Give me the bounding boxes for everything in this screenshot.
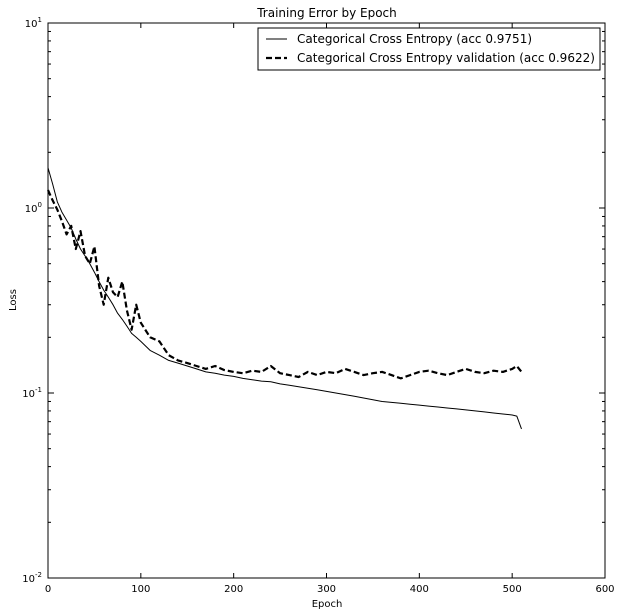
x-axis-label: Epoch bbox=[312, 599, 343, 610]
y-tick-label: 100 bbox=[25, 201, 42, 215]
y-tick-label: 10-1 bbox=[22, 386, 42, 400]
validation-loss-line bbox=[46, 189, 523, 380]
x-tick-label: 300 bbox=[317, 584, 336, 595]
plot-lines bbox=[46, 167, 523, 430]
x-tick-label: 500 bbox=[503, 584, 522, 595]
legend: Categorical Cross Entropy (acc 0.9751) C… bbox=[257, 27, 601, 71]
training-loss-line bbox=[47, 167, 522, 430]
y-tick-label: 101 bbox=[25, 16, 42, 30]
x-tick-label: 200 bbox=[224, 584, 243, 595]
x-tick-label: 0 bbox=[45, 584, 51, 595]
y-axis-label: Loss bbox=[8, 289, 19, 311]
x-axis: 0 100 200 300 400 500 600 bbox=[45, 23, 615, 595]
x-tick-label: 600 bbox=[595, 584, 614, 595]
y-tick-label: 10-2 bbox=[22, 571, 42, 585]
chart-title: Training Error by Epoch bbox=[256, 6, 397, 20]
plot-frame bbox=[47, 22, 606, 579]
y-axis: 10-2 10-1 100 101 bbox=[22, 16, 605, 585]
legend-label-solid: Categorical Cross Entropy (acc 0.9751) bbox=[297, 32, 532, 46]
legend-box bbox=[257, 27, 601, 71]
x-tick-label: 400 bbox=[410, 584, 429, 595]
legend-label-dashed: Categorical Cross Entropy validation (ac… bbox=[297, 51, 595, 65]
x-tick-label: 100 bbox=[131, 584, 150, 595]
